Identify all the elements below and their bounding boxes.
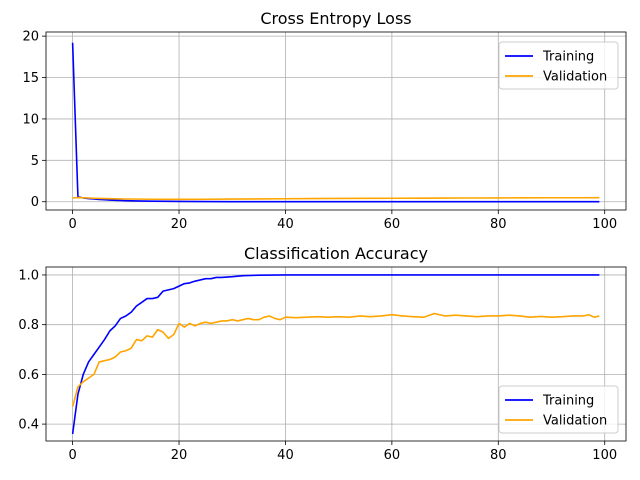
legend: Training Validation — [498, 385, 619, 434]
x-tick-label: 0 — [68, 217, 76, 232]
axes-frame — [45, 31, 627, 211]
y-tick-label: 0.6 — [18, 368, 39, 383]
y-tick-label: 0.4 — [18, 418, 39, 433]
axes-frame — [45, 266, 627, 442]
y-tick-label: 15 — [22, 71, 39, 86]
x-tick-label: 40 — [277, 217, 294, 232]
series-line-training — [71, 274, 600, 435]
y-tick-label: 1.0 — [18, 268, 39, 283]
x-tick-label: 20 — [171, 448, 188, 463]
legend: Training Validation — [498, 41, 619, 90]
x-tick-label: 40 — [277, 448, 294, 463]
legend-label-training: Training — [542, 394, 594, 409]
series-line-validation — [72, 196, 600, 201]
y-tick-label: 0.8 — [18, 318, 39, 333]
x-tick-label: 60 — [384, 448, 401, 463]
legend-box — [498, 385, 619, 434]
x-tick-label: 100 — [592, 448, 617, 463]
chart-panel-2: Classification Accuracy 0 20 40 60 80 100 0.4 0.… — [18, 244, 627, 463]
legend-label-validation: Validation — [543, 414, 607, 429]
chart-title: Cross Entropy Loss — [260, 9, 411, 28]
legend-box — [498, 41, 619, 90]
chart-title: Classification Accuracy — [244, 244, 428, 263]
x-tick-label: 60 — [384, 217, 401, 232]
y-tick-label: 20 — [22, 30, 39, 45]
legend-label-validation: Validation — [543, 70, 607, 85]
y-tick-label: 0 — [31, 195, 39, 210]
x-tick-label: 20 — [171, 217, 188, 232]
x-tick-label: 100 — [592, 217, 617, 232]
legend-label-training: Training — [542, 50, 594, 65]
x-tick-label: 80 — [490, 217, 507, 232]
x-tick-label: 80 — [490, 448, 507, 463]
y-tick-label: 5 — [31, 154, 39, 169]
y-tick-label: 10 — [22, 112, 39, 127]
x-tick-label: 0 — [68, 448, 76, 463]
chart-panel-1: Cross Entropy Loss 0 20 40 60 80 100 0 5 10 15 20 Tr… — [22, 9, 627, 232]
series-line-training — [71, 42, 600, 203]
series-line-validation — [71, 312, 600, 407]
